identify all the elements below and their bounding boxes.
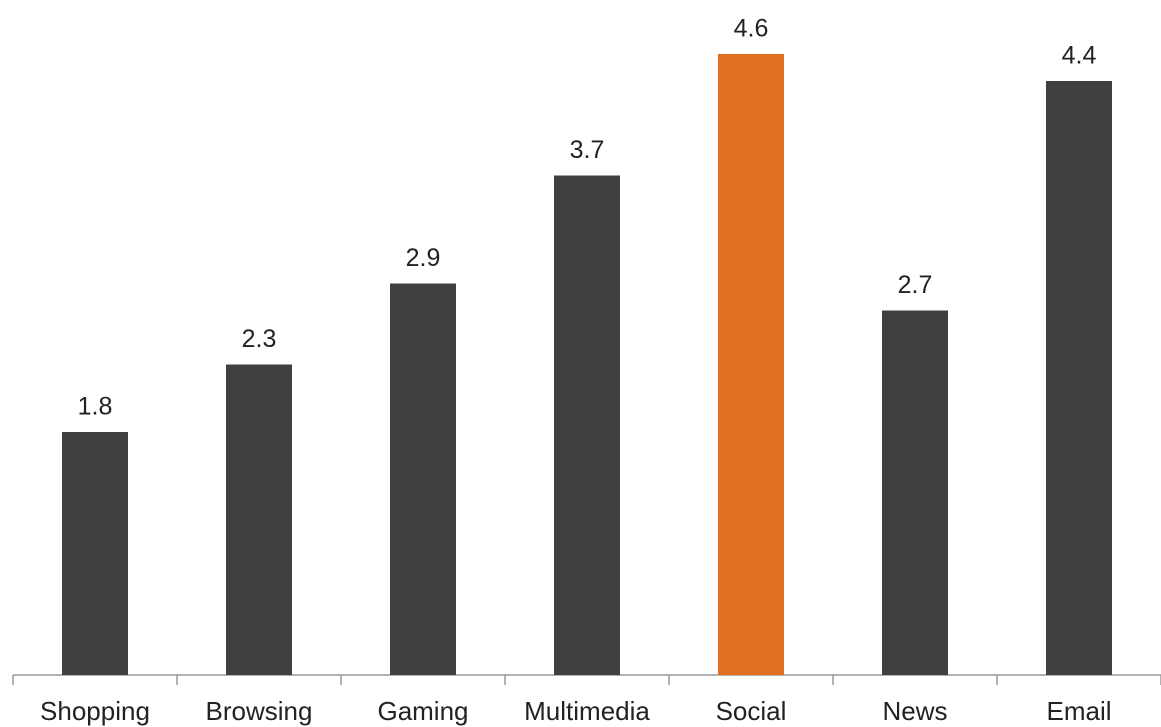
value-label: 3.7 [570, 136, 605, 164]
bar [554, 175, 620, 675]
value-label: 2.9 [406, 244, 441, 272]
bar [718, 54, 784, 675]
x-tick-label: Email [1046, 696, 1111, 726]
x-tick-label: Multimedia [524, 696, 650, 726]
x-tick-label: Shopping [40, 696, 150, 726]
value-label: 2.7 [898, 271, 933, 299]
bar [1046, 81, 1112, 675]
x-tick-label: Gaming [377, 696, 468, 726]
bar [390, 283, 456, 675]
bar [226, 364, 292, 675]
x-tick-label: Social [716, 696, 787, 726]
value-label: 4.4 [1062, 42, 1097, 70]
value-label: 1.8 [78, 393, 113, 421]
value-label: 4.6 [734, 15, 769, 43]
x-tick-label: News [882, 696, 947, 726]
bar [882, 310, 948, 675]
x-tick-label: Browsing [206, 696, 313, 726]
bar [62, 432, 128, 675]
value-label: 2.3 [242, 325, 277, 353]
